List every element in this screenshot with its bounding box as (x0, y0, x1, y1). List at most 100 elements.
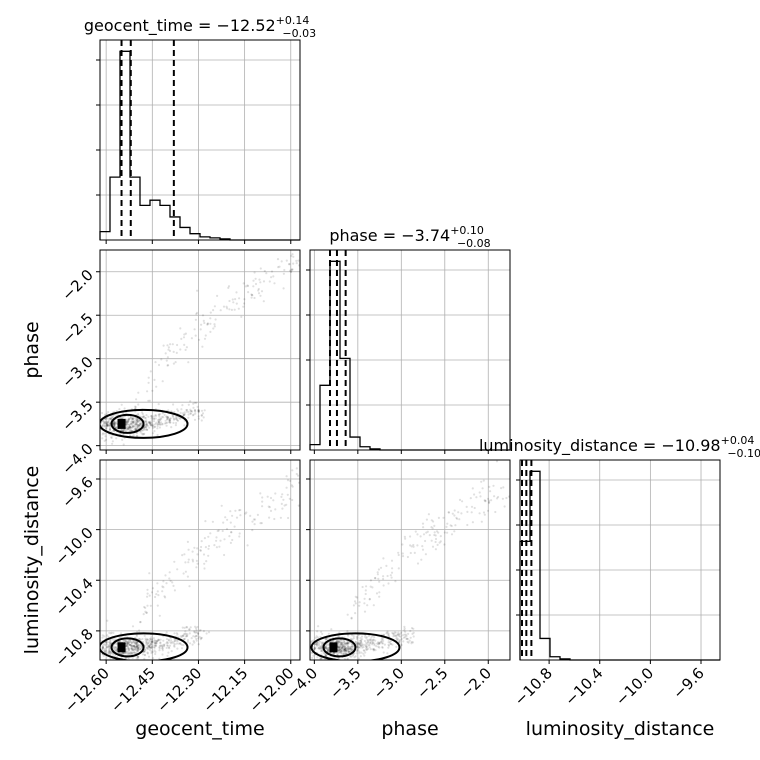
sample-point (300, 244, 302, 246)
sample-point (301, 654, 303, 656)
sample-point (112, 424, 116, 427)
sample-point (342, 645, 345, 648)
sample-point (182, 413, 185, 417)
sample-point (143, 653, 146, 656)
sample-point (148, 645, 151, 648)
sample-point (151, 640, 155, 643)
sample-point (115, 437, 118, 440)
sample-point (265, 272, 268, 275)
sample-point (126, 642, 129, 645)
sample-point (88, 436, 90, 438)
sample-point (145, 426, 148, 429)
sample-point (283, 268, 286, 272)
sample-point (150, 647, 153, 650)
grid-0-0 (100, 40, 300, 240)
sample-point (132, 663, 134, 665)
sample-point (132, 641, 135, 644)
sample-point (362, 652, 365, 655)
sample-point (355, 635, 358, 638)
sample-point (336, 639, 339, 642)
sample-point (361, 643, 364, 646)
sample-point (146, 588, 149, 591)
sample-point (297, 645, 299, 647)
sample-point (90, 428, 92, 430)
sample-point (209, 322, 212, 325)
sample-point (170, 650, 173, 653)
sample-point (200, 409, 204, 412)
sample-point (94, 417, 96, 419)
sample-point (190, 409, 193, 413)
sample-point (366, 647, 369, 651)
sample-point (377, 642, 380, 645)
sample-point (125, 420, 128, 424)
sample-point (121, 438, 124, 441)
sample-point (339, 641, 343, 644)
sample-point (346, 642, 349, 645)
sample-point (89, 645, 91, 647)
sample-point (80, 429, 82, 431)
sample-point (242, 282, 245, 285)
sample-point (127, 641, 130, 644)
sample-point (369, 640, 372, 643)
x-tick-label: −12.15 (199, 664, 251, 716)
sample-point (170, 426, 173, 429)
sample-point (471, 521, 474, 524)
sample-point (136, 643, 139, 646)
sample-point (194, 410, 197, 413)
sample-point (390, 559, 394, 562)
sample-point (470, 511, 473, 514)
sample-point (387, 646, 390, 649)
sample-point (118, 408, 121, 411)
sample-point (131, 665, 133, 667)
sample-point (219, 309, 222, 312)
sample-point (119, 636, 122, 639)
sample-point (129, 422, 132, 425)
sample-point (126, 642, 129, 646)
sample-point (159, 641, 162, 644)
sample-point (281, 493, 284, 496)
sample-point (480, 480, 483, 483)
sample-point (350, 647, 353, 651)
sample-point (290, 268, 293, 271)
sample-point (132, 644, 135, 647)
sample-point (126, 419, 129, 422)
sample-point (204, 546, 207, 549)
sample-point (175, 632, 178, 635)
sample-point (150, 414, 153, 417)
sample-point (101, 646, 104, 649)
sample-point (149, 639, 152, 642)
sample-point (359, 641, 362, 645)
sample-point (338, 648, 341, 652)
sample-point (515, 486, 517, 488)
sample-point (139, 620, 142, 624)
sample-point (145, 419, 148, 422)
sample-point (340, 649, 343, 652)
sample-point (92, 649, 94, 651)
sample-point (139, 638, 142, 641)
x-tick-label: −3.0 (370, 664, 408, 702)
sample-point (115, 648, 118, 652)
sample-point (95, 640, 97, 642)
sample-point (128, 425, 131, 428)
sample-point (113, 423, 116, 427)
sample-point (487, 499, 491, 502)
sample-point (343, 650, 346, 654)
sample-point (262, 300, 265, 303)
sample-point (174, 638, 177, 641)
sample-point (336, 640, 339, 643)
sample-point (145, 422, 148, 425)
sample-point (144, 425, 148, 429)
sample-point (146, 642, 149, 645)
sample-point (333, 652, 336, 655)
sample-point (256, 513, 259, 517)
sample-point (171, 414, 174, 418)
sample-point (227, 286, 230, 289)
sample-point (386, 630, 389, 633)
sample-point (343, 657, 346, 660)
sample-point (416, 544, 419, 547)
sample-point (405, 634, 408, 638)
panel-frame (309, 249, 511, 451)
sample-point (113, 648, 116, 651)
sample-point (141, 433, 144, 436)
sample-point (327, 632, 330, 635)
